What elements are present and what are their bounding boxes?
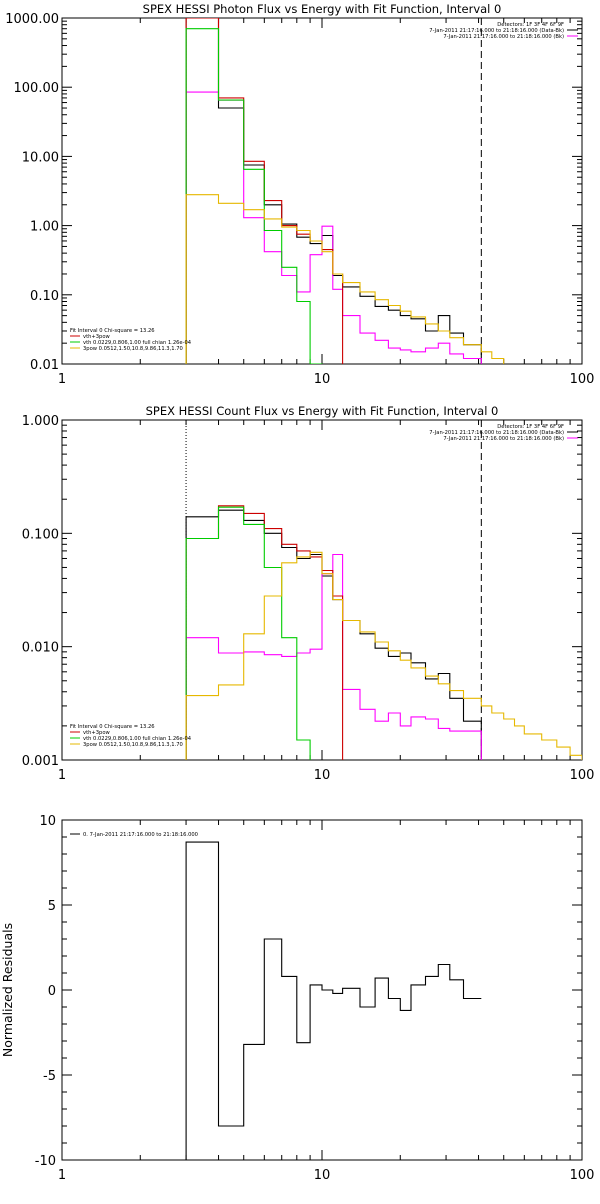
- series-vth-3pow: [185, 505, 344, 760]
- series-vth-3pow: [185, 18, 344, 364]
- x-tick-label: 100: [570, 1168, 595, 1183]
- series-bk: [185, 91, 482, 364]
- y-tick-label: 0.10: [30, 289, 59, 304]
- x-tick-label: 100: [570, 768, 595, 783]
- chart-title: SPEX HESSI Count Flux vs Energy with Fit…: [146, 404, 499, 418]
- legend-entry: 3pow 0.0512,1.50,10.8,9.86,11.3,1.70: [83, 346, 183, 352]
- legend-entry: 3pow 0.0512,1.50,10.8,9.86,11.3,1.70: [83, 742, 183, 748]
- x-tick-label: 100: [570, 372, 595, 387]
- y-tick-label: 0.100: [22, 527, 59, 542]
- info-text-line: 7-Jan-2011 21:17:16.000 to 21:18:16.000 …: [443, 34, 564, 40]
- y-tick-label: 10.00: [22, 150, 59, 165]
- legend-entry: vth 0.0229,0.806,1.00 full chian 1.26e-0…: [83, 736, 192, 742]
- x-tick-label: 10: [314, 1168, 331, 1183]
- series-data-bk: [185, 18, 482, 364]
- info-text-line: 7-Jan-2011 21:17:16.000 to 21:18:16.000 …: [429, 430, 564, 436]
- y-tick-label: -5: [43, 1069, 56, 1084]
- series-data-bk: [185, 509, 482, 760]
- legend-entry: 0. 7-Jan-2011 21:17:16.000 to 21:18:16.0…: [83, 832, 198, 838]
- data-layer: [185, 18, 505, 364]
- plot-frame: [61, 17, 583, 365]
- x-tick-label: 1: [58, 1168, 66, 1183]
- info-text-line: Detectors: 1F 3F 4F 6F 9F: [497, 22, 564, 28]
- y-tick-label: 0: [48, 984, 56, 999]
- info-text-line: 7-Jan-2011 21:17:16.000 to 21:18:16.000 …: [429, 28, 564, 34]
- data-layer: [185, 420, 582, 760]
- panel-3: 1 10 100 10 5 0 -5 -10 Normalized Residuals 0. 7-…: [0, 814, 595, 1183]
- series-bk: [185, 553, 482, 760]
- series-3pow: [185, 551, 582, 760]
- panel-2: SPEX HESSI Count Flux vs Energy with Fit…: [22, 404, 595, 783]
- y-tick-label: 0.010: [22, 641, 59, 656]
- y-tick-label: 10: [39, 814, 56, 829]
- chart-title: SPEX HESSI Photon Flux vs Energy with Fi…: [143, 2, 502, 16]
- series-0-: [185, 841, 482, 1160]
- series-vth: [185, 28, 323, 364]
- y-tick-label: -10: [35, 1154, 56, 1169]
- legend-entry: Fit Interval 0 Chi-square = 13.26: [70, 328, 155, 334]
- x-tick-label: 1: [58, 768, 66, 783]
- y-tick-label: 0.001: [22, 754, 59, 769]
- info-text-line: 7-Jan-2011 21:17:16.000 to 21:18:16.000 …: [443, 436, 564, 442]
- legend-entry: vth+3pow: [83, 730, 111, 736]
- y-tick-label: 5: [48, 899, 56, 914]
- legend-entry: vth+3pow: [83, 334, 111, 340]
- x-tick-label: 10: [314, 372, 331, 387]
- y-axis-label: Normalized Residuals: [0, 923, 15, 1057]
- series-vth: [185, 506, 311, 760]
- y-tick-label: 1.000: [22, 414, 59, 429]
- y-tick-label: 0.01: [30, 358, 59, 373]
- x-tick-label: 1: [58, 372, 66, 387]
- x-tick-label: 10: [314, 768, 331, 783]
- y-tick-label: 1.00: [30, 220, 59, 235]
- data-layer: [185, 841, 482, 1160]
- panel-1: SPEX HESSI Photon Flux vs Energy with Fi…: [5, 2, 595, 387]
- legend-entry: vth 0.0229,0.806,1.00 full chian 1.26e-0…: [83, 340, 192, 346]
- series-3pow: [185, 194, 505, 364]
- legend-entry: Fit Interval 0 Chi-square = 13.26: [70, 724, 155, 730]
- y-tick-label: 100.00: [14, 81, 60, 96]
- info-text-line: Detectors: 1F 3F 4F 6F 9F: [497, 424, 564, 430]
- y-tick-label: 1000.00: [5, 12, 59, 27]
